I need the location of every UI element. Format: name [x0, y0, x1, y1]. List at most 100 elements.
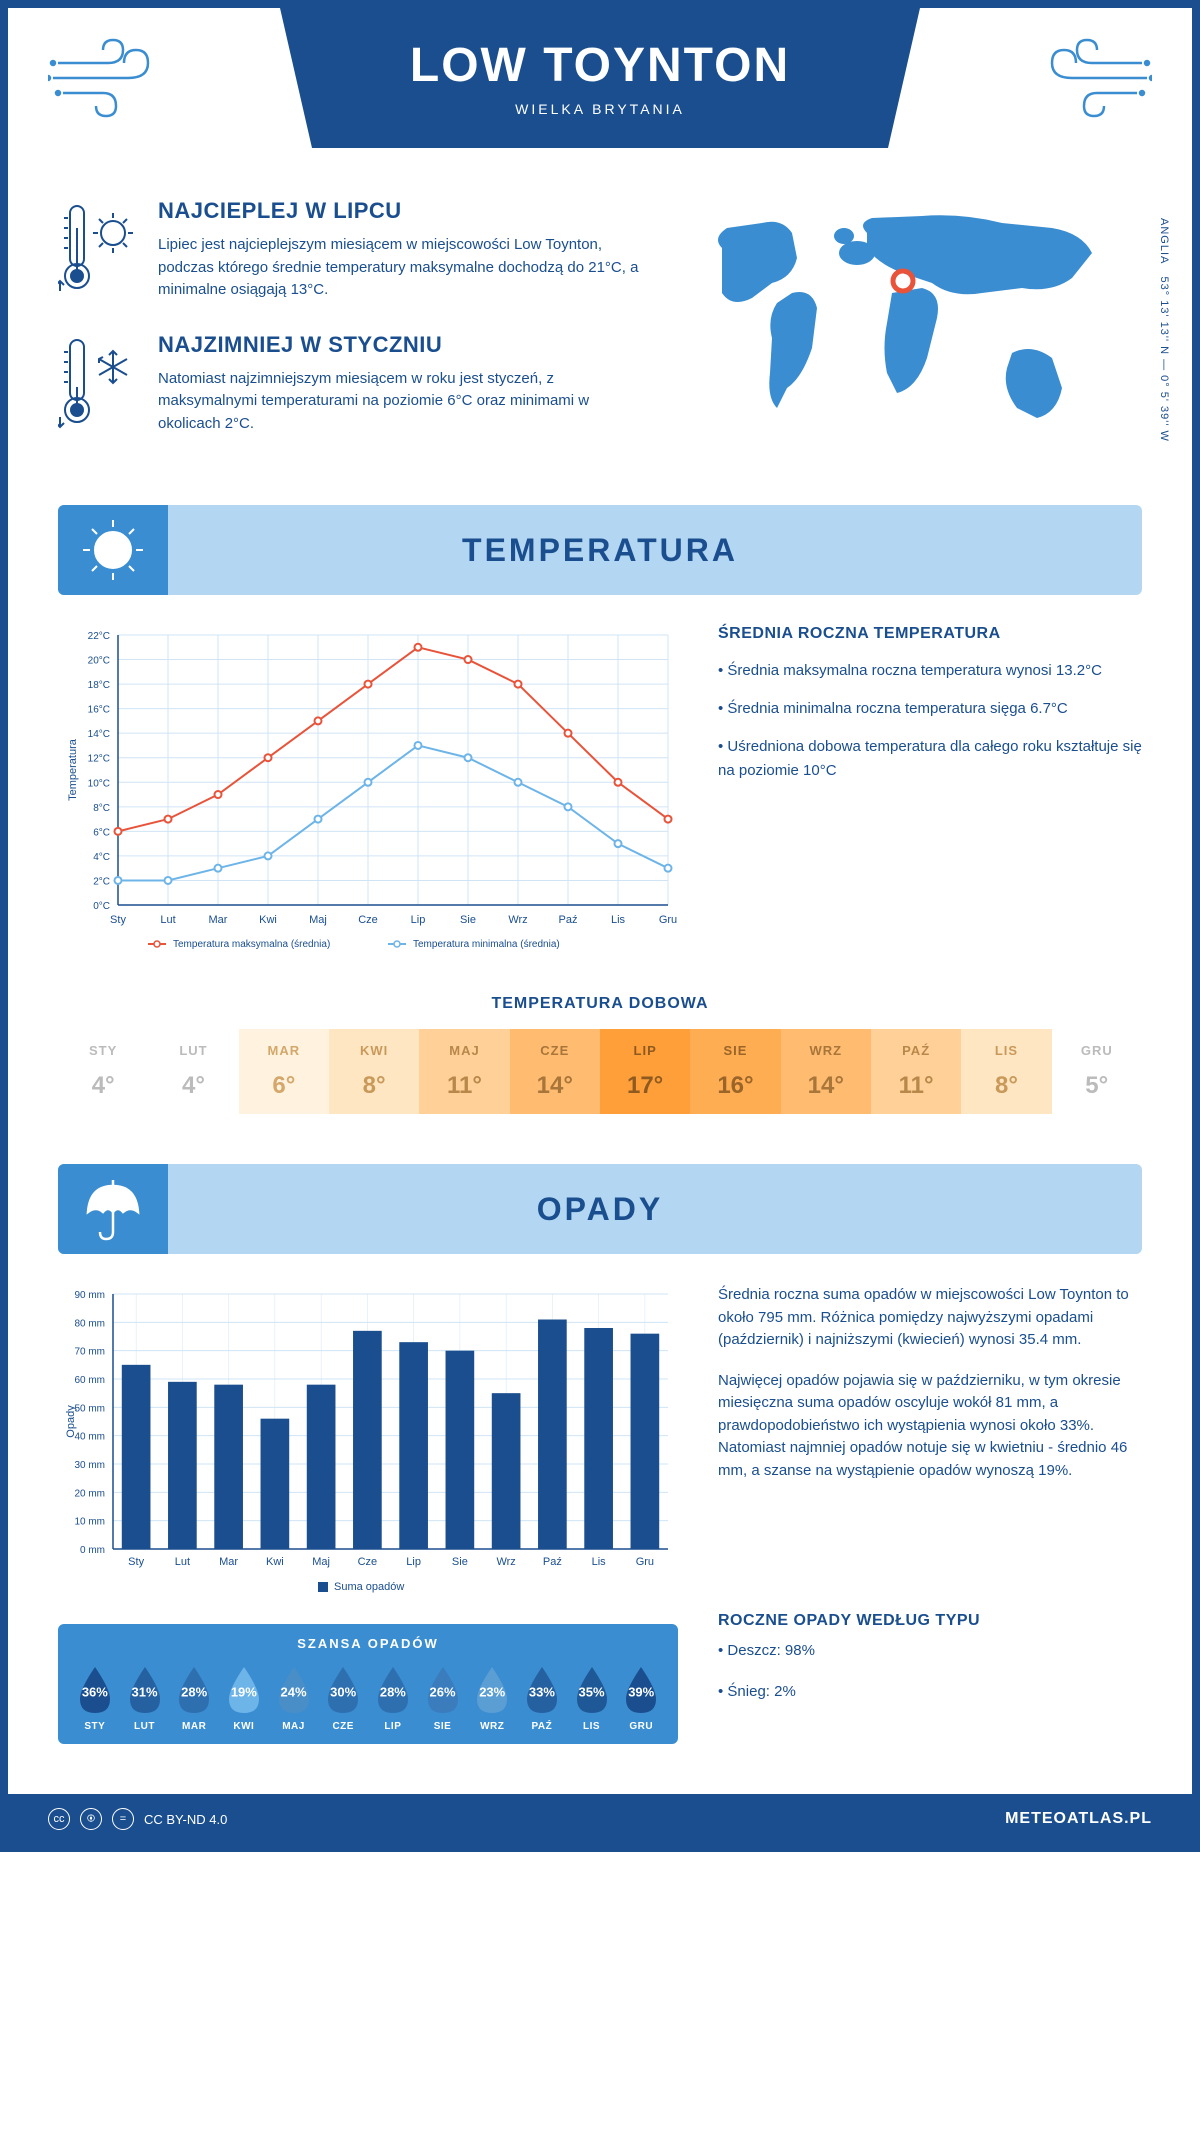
coordinates: ANGLIA 53° 13' 13'' N — 0° 5' 39'' W	[1158, 218, 1170, 442]
section-title: TEMPERATURA	[462, 532, 738, 569]
precipitation-banner: OPADY	[58, 1164, 1142, 1254]
sun-icon	[58, 505, 168, 595]
avg-temp-title: ŚREDNIA ROCZNA TEMPERATURA	[718, 625, 1142, 643]
by-icon: 🅯	[80, 1808, 102, 1830]
warmest-title: NAJCIEPLEJ W LIPCU	[158, 198, 642, 224]
svg-text:50 mm: 50 mm	[74, 1403, 105, 1414]
daily-temp-title: TEMPERATURA DOBOWA	[58, 995, 1142, 1013]
svg-text:0 mm: 0 mm	[80, 1545, 105, 1556]
avg-temp-bullet: • Średnia maksymalna roczna temperatura …	[718, 659, 1142, 683]
daily-temp-cell: PAŹ11°	[871, 1029, 961, 1114]
wind-icon	[48, 38, 168, 118]
svg-text:90 mm: 90 mm	[74, 1290, 105, 1301]
svg-text:Lis: Lis	[611, 914, 626, 926]
svg-text:Kwi: Kwi	[266, 1556, 284, 1568]
daily-temp-cell: MAJ11°	[419, 1029, 509, 1114]
svg-text:22°C: 22°C	[88, 631, 110, 642]
avg-temp-bullet: • Uśredniona dobowa temperatura dla całe…	[718, 735, 1142, 783]
svg-text:Temperatura maksymalna (średni: Temperatura maksymalna (średnia)	[173, 939, 330, 950]
daily-temp-cell: STY4°	[58, 1029, 148, 1114]
svg-text:12°C: 12°C	[88, 754, 110, 765]
svg-text:0°C: 0°C	[93, 901, 110, 912]
svg-text:10 mm: 10 mm	[74, 1517, 105, 1528]
svg-text:Wrz: Wrz	[496, 1556, 515, 1568]
svg-text:Maj: Maj	[309, 914, 327, 926]
chance-drop-item: 28%LIP	[368, 1663, 418, 1732]
svg-text:Temperatura: Temperatura	[67, 738, 79, 801]
svg-text:Sie: Sie	[452, 1556, 468, 1568]
license-text: CC BY-ND 4.0	[144, 1812, 227, 1827]
svg-text:Lip: Lip	[406, 1556, 421, 1568]
section-title: OPADY	[537, 1191, 663, 1228]
coldest-block: NAJZIMNIEJ W STYCZNIU Natomiast najzimni…	[58, 332, 642, 436]
daily-temp-cell: SIE16°	[690, 1029, 780, 1114]
svg-text:Paź: Paź	[543, 1556, 562, 1568]
avg-temp-bullet: • Średnia minimalna roczna temperatura s…	[718, 697, 1142, 721]
precip-paragraph: Najwięcej opadów pojawia się w październ…	[718, 1370, 1142, 1483]
precipitation-bar-chart: 0 mm10 mm20 mm30 mm40 mm50 mm60 mm70 mm8…	[58, 1284, 678, 1604]
svg-text:Sty: Sty	[128, 1556, 144, 1568]
svg-text:Lip: Lip	[411, 914, 426, 926]
warmest-text: Lipiec jest najcieplejszym miesiącem w m…	[158, 234, 642, 302]
svg-text:Cze: Cze	[358, 914, 378, 926]
svg-text:Maj: Maj	[312, 1556, 330, 1568]
svg-text:Sty: Sty	[110, 914, 126, 926]
chance-drop-item: 23%WRZ	[467, 1663, 517, 1732]
daily-temp-cell: KWI8°	[329, 1029, 419, 1114]
svg-text:14°C: 14°C	[88, 729, 110, 740]
svg-text:2°C: 2°C	[93, 876, 110, 887]
chance-drop-item: 39%GRU	[616, 1663, 666, 1732]
precip-type-bullet: • Śnieg: 2%	[718, 1681, 1142, 1704]
svg-text:Mar: Mar	[219, 1556, 238, 1568]
precip-paragraph: Średnia roczna suma opadów w miejscowośc…	[718, 1284, 1142, 1352]
svg-text:8°C: 8°C	[93, 803, 110, 814]
svg-text:80 mm: 80 mm	[74, 1318, 105, 1329]
location-marker-icon	[893, 271, 913, 291]
chance-drop-item: 33%PAŹ	[517, 1663, 567, 1732]
nd-icon: =	[112, 1808, 134, 1830]
svg-text:Mar: Mar	[209, 914, 228, 926]
svg-text:20°C: 20°C	[88, 656, 110, 667]
header: LOW TOYNTON WIELKA BRYTANIA	[8, 8, 1192, 168]
chance-drop-item: 19%KWI	[219, 1663, 269, 1732]
svg-text:Sie: Sie	[460, 914, 476, 926]
daily-temp-cell: MAR6°	[239, 1029, 329, 1114]
precipitation-chance-panel: SZANSA OPADÓW 36%STY31%LUT28%MAR19%KWI24…	[58, 1624, 678, 1744]
coldest-text: Natomiast najzimniejszym miesiącem w rok…	[158, 368, 642, 436]
svg-text:Gru: Gru	[659, 914, 677, 926]
chance-drop-item: 28%MAR	[169, 1663, 219, 1732]
precip-type-title: ROCZNE OPADY WEDŁUG TYPU	[718, 1612, 1142, 1630]
svg-text:20 mm: 20 mm	[74, 1488, 105, 1499]
wind-icon	[1032, 38, 1152, 118]
temperature-banner: TEMPERATURA	[58, 505, 1142, 595]
svg-text:Kwi: Kwi	[259, 914, 277, 926]
svg-text:4°C: 4°C	[93, 852, 110, 863]
svg-text:Temperatura minimalna (średnia: Temperatura minimalna (średnia)	[413, 939, 560, 950]
svg-text:6°C: 6°C	[93, 827, 110, 838]
svg-text:16°C: 16°C	[88, 705, 110, 716]
svg-text:Wrz: Wrz	[508, 914, 527, 926]
svg-text:Suma opadów: Suma opadów	[334, 1581, 404, 1593]
location-title: LOW TOYNTON	[280, 38, 920, 93]
svg-text:Lis: Lis	[592, 1556, 607, 1568]
chance-drop-item: 24%MAJ	[269, 1663, 319, 1732]
umbrella-icon	[58, 1164, 168, 1254]
chance-drop-item: 26%SIE	[418, 1663, 468, 1732]
cc-icon: cc	[48, 1808, 70, 1830]
warmest-block: NAJCIEPLEJ W LIPCU Lipiec jest najcieple…	[58, 198, 642, 302]
header-banner: LOW TOYNTON WIELKA BRYTANIA	[280, 8, 920, 148]
svg-text:40 mm: 40 mm	[74, 1432, 105, 1443]
daily-temp-cell: LUT4°	[148, 1029, 238, 1114]
svg-text:Lut: Lut	[160, 914, 175, 926]
svg-text:Paź: Paź	[559, 914, 578, 926]
daily-temp-cell: CZE14°	[510, 1029, 600, 1114]
chance-drop-item: 35%LIS	[567, 1663, 617, 1732]
svg-text:70 mm: 70 mm	[74, 1347, 105, 1358]
svg-text:Cze: Cze	[358, 1556, 378, 1568]
svg-text:18°C: 18°C	[88, 680, 110, 691]
chance-drop-item: 31%LUT	[120, 1663, 170, 1732]
chance-title: SZANSA OPADÓW	[70, 1636, 666, 1651]
world-map: ANGLIA 53° 13' 13'' N — 0° 5' 39'' W	[682, 198, 1142, 465]
daily-temp-cell: LIS8°	[961, 1029, 1051, 1114]
thermometer-sun-icon	[58, 198, 138, 302]
